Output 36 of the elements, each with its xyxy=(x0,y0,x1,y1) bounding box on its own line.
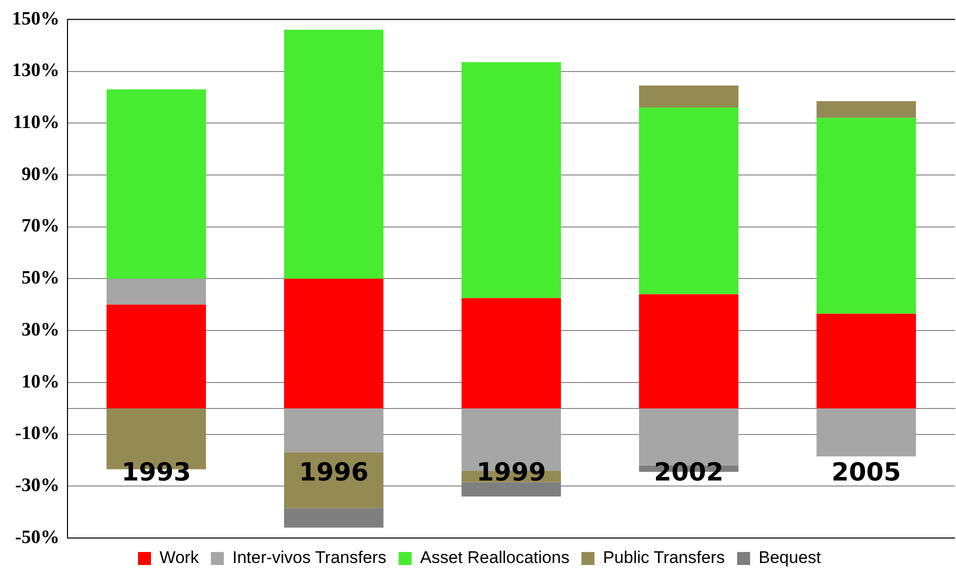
bar xyxy=(816,314,916,408)
y-tick-label: 10% xyxy=(22,371,60,392)
legend-label: Bequest xyxy=(758,548,822,568)
x-tick-label: 1996 xyxy=(298,458,369,486)
y-tick-label: -10% xyxy=(15,423,60,444)
bar xyxy=(106,278,206,305)
y-tick-label: -50% xyxy=(15,526,60,548)
bar xyxy=(639,294,738,408)
legend-label: Work xyxy=(159,548,200,568)
bar xyxy=(284,408,384,452)
bar xyxy=(816,408,916,456)
y-tick-label: 30% xyxy=(22,319,60,340)
y-tick-label: 50% xyxy=(22,268,60,289)
y-tick-label: 110% xyxy=(13,112,60,134)
bar xyxy=(639,86,738,108)
y-tick-label: 70% xyxy=(22,216,60,237)
y-tick-label: 90% xyxy=(22,164,60,185)
bar xyxy=(462,482,561,497)
bar xyxy=(284,30,384,279)
bar xyxy=(639,108,738,294)
bar xyxy=(816,118,916,314)
bar xyxy=(462,298,561,408)
x-tick-label: 2005 xyxy=(831,458,902,486)
bar xyxy=(816,101,916,118)
x-tick-label: 2002 xyxy=(654,458,724,486)
legend-label: Public Transfers xyxy=(602,548,725,568)
y-tick-label: 130% xyxy=(12,60,60,82)
bar xyxy=(106,304,206,408)
bar xyxy=(462,62,561,298)
y-tick-label: -30% xyxy=(15,475,60,496)
bar xyxy=(106,89,206,279)
legend-label: Inter-vivos Transfers xyxy=(232,548,386,568)
bar xyxy=(284,508,384,528)
bar xyxy=(284,278,384,408)
legend-label: Asset Reallocations xyxy=(420,548,570,568)
y-tick-label: 150% xyxy=(12,8,60,30)
